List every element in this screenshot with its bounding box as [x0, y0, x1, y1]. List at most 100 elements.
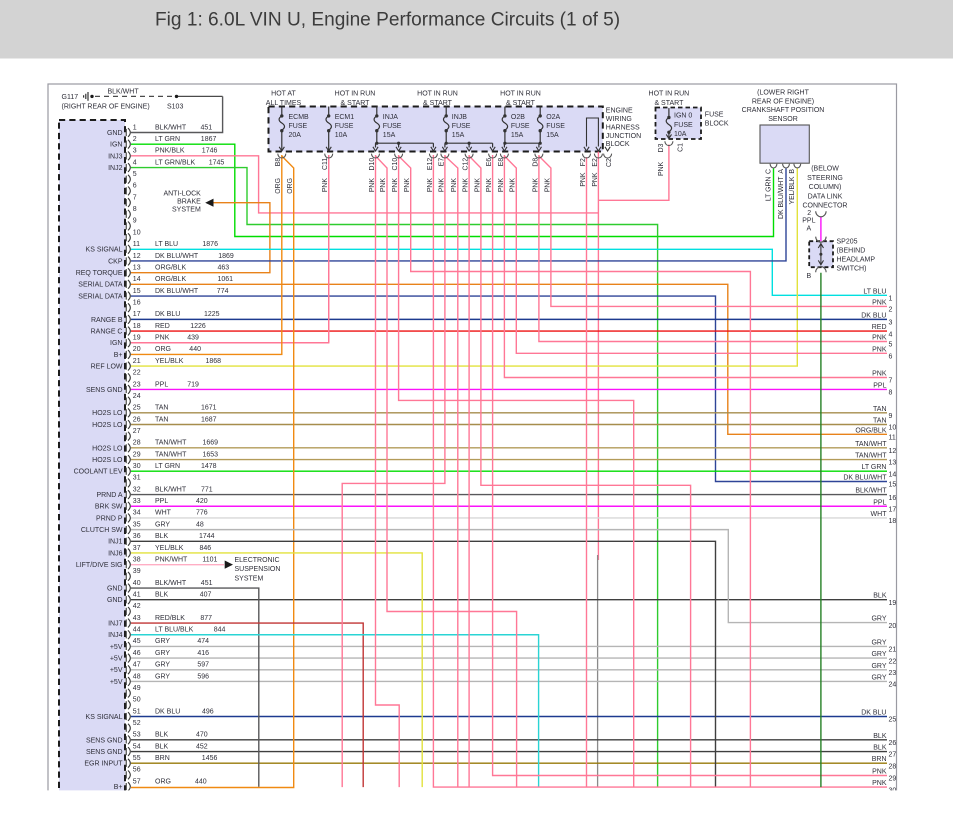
svg-text:PPL: PPL	[802, 218, 815, 225]
svg-text:FUSE: FUSE	[383, 123, 402, 130]
svg-text:15A: 15A	[546, 132, 559, 139]
svg-text:TAN/WHT: TAN/WHT	[855, 441, 887, 448]
svg-text:1687: 1687	[201, 416, 217, 423]
svg-text:GND: GND	[107, 130, 123, 137]
svg-text:1: 1	[889, 296, 893, 303]
svg-text:26: 26	[133, 416, 141, 423]
svg-text:PNK: PNK	[369, 178, 376, 193]
svg-text:INJ4: INJ4	[108, 632, 123, 639]
svg-text:31: 31	[133, 475, 141, 482]
svg-text:13: 13	[889, 460, 897, 467]
svg-text:E7: E7	[438, 158, 445, 167]
svg-text:PNK: PNK	[392, 178, 399, 193]
svg-text:PNK: PNK	[498, 178, 505, 193]
svg-text:O2A: O2A	[546, 114, 560, 121]
svg-text:RANGE C: RANGE C	[91, 328, 123, 335]
svg-text:COOLANT LEV: COOLANT LEV	[74, 469, 123, 476]
svg-text:1746: 1746	[202, 148, 218, 155]
svg-text:1653: 1653	[203, 451, 219, 458]
svg-text:3: 3	[889, 320, 893, 327]
svg-text:844: 844	[214, 627, 226, 634]
svg-text:1867: 1867	[201, 136, 217, 143]
svg-text:STEERING: STEERING	[807, 175, 843, 182]
svg-text:PNK: PNK	[463, 178, 470, 193]
svg-text:& START: & START	[341, 100, 371, 107]
svg-text:BLK/WHT: BLK/WHT	[108, 88, 140, 95]
svg-text:407: 407	[200, 592, 212, 599]
svg-text:17: 17	[133, 311, 141, 318]
svg-text:774: 774	[217, 288, 229, 295]
svg-text:52: 52	[133, 720, 141, 727]
svg-text:1869: 1869	[218, 253, 234, 260]
svg-text:PNK: PNK	[380, 178, 387, 193]
svg-text:LT BLU/BLK: LT BLU/BLK	[155, 627, 194, 634]
svg-text:PNK: PNK	[872, 335, 887, 342]
svg-text:1456: 1456	[202, 755, 218, 762]
svg-text:TAN: TAN	[873, 406, 886, 413]
svg-text:15: 15	[889, 482, 897, 489]
svg-text:PNK: PNK	[404, 178, 411, 193]
svg-text:5: 5	[889, 342, 893, 349]
svg-text:FUSE: FUSE	[289, 123, 308, 130]
svg-text:SYSTEM: SYSTEM	[235, 575, 264, 582]
svg-text:54: 54	[133, 743, 141, 750]
svg-text:BLOCK: BLOCK	[606, 141, 630, 148]
svg-text:CONNECTOR: CONNECTOR	[803, 203, 848, 210]
svg-text:(BELOW: (BELOW	[811, 166, 839, 173]
svg-text:18: 18	[889, 518, 897, 525]
svg-text:LT GRN/BLK: LT GRN/BLK	[155, 159, 196, 166]
svg-text:596: 596	[197, 673, 209, 680]
svg-text:FUSE: FUSE	[335, 123, 354, 130]
svg-text:D10: D10	[369, 158, 376, 171]
svg-text:TAN: TAN	[873, 418, 886, 425]
svg-text:25: 25	[133, 405, 141, 412]
svg-text:WHT: WHT	[155, 510, 172, 517]
svg-text:KS SIGNAL: KS SIGNAL	[86, 247, 123, 254]
svg-text:BLK: BLK	[155, 592, 169, 599]
svg-text:WHT: WHT	[871, 511, 888, 518]
svg-text:PPL: PPL	[873, 499, 886, 506]
svg-text:719: 719	[187, 381, 199, 388]
svg-text:BRAKE: BRAKE	[177, 198, 201, 205]
svg-text:+5V: +5V	[110, 656, 123, 663]
svg-text:BLK: BLK	[155, 732, 169, 739]
svg-text:22: 22	[889, 658, 897, 665]
svg-text:FUSE: FUSE	[511, 123, 530, 130]
svg-text:2: 2	[133, 136, 137, 143]
svg-text:E2: E2	[592, 158, 599, 167]
svg-text:INJB: INJB	[452, 114, 468, 121]
svg-text:B+: B+	[114, 352, 123, 359]
svg-text:45: 45	[133, 638, 141, 645]
svg-text:14: 14	[889, 471, 897, 478]
svg-text:GND: GND	[107, 585, 123, 592]
svg-text:1061: 1061	[218, 276, 234, 283]
svg-text:INJA: INJA	[383, 114, 399, 121]
svg-text:13: 13	[133, 264, 141, 271]
svg-text:11: 11	[889, 435, 896, 442]
svg-text:9: 9	[889, 413, 893, 420]
svg-text:56: 56	[133, 767, 141, 774]
svg-text:PNK: PNK	[427, 178, 434, 193]
svg-text:1225: 1225	[204, 311, 220, 318]
svg-text:35: 35	[133, 521, 141, 528]
svg-text:RED: RED	[155, 323, 170, 330]
svg-text:4: 4	[133, 159, 137, 166]
svg-text:37: 37	[133, 545, 141, 552]
svg-text:21: 21	[889, 647, 897, 654]
svg-text:FUSE: FUSE	[674, 122, 693, 129]
svg-text:ELECTRONIC: ELECTRONIC	[235, 557, 280, 564]
svg-text:23: 23	[889, 670, 897, 677]
svg-text:DK BLU: DK BLU	[155, 311, 180, 318]
svg-text:47: 47	[133, 662, 141, 669]
svg-text:PNK: PNK	[872, 299, 887, 306]
svg-text:17: 17	[889, 506, 897, 513]
svg-text:A: A	[807, 226, 812, 233]
svg-text:BLK: BLK	[873, 745, 887, 752]
svg-text:HO2S LO: HO2S LO	[92, 445, 123, 452]
svg-text:PNK: PNK	[155, 335, 170, 342]
svg-text:YEL/BLK: YEL/BLK	[155, 358, 184, 365]
svg-text:B: B	[807, 273, 812, 280]
svg-text:DK BLU/WHT: DK BLU/WHT	[155, 288, 199, 295]
svg-text:FUSE: FUSE	[546, 123, 565, 130]
svg-text:PNK: PNK	[486, 178, 493, 193]
